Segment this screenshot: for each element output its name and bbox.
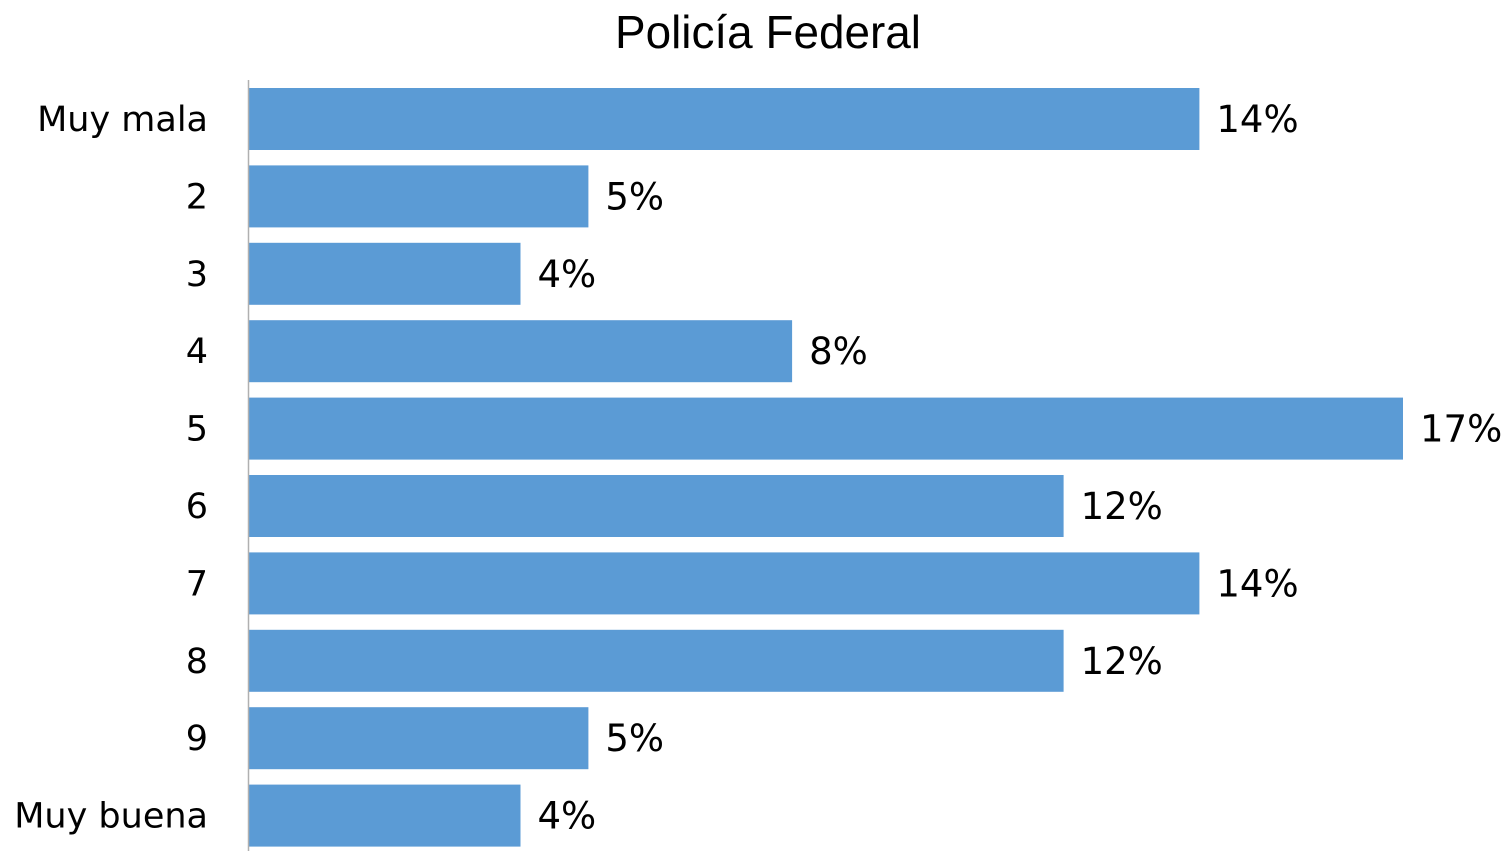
value-label-0: 14% (1216, 98, 1298, 141)
bar-2 (249, 242, 521, 305)
bar-7 (249, 629, 1064, 692)
value-label-8: 5% (605, 717, 664, 760)
bars-layer (249, 88, 1403, 847)
category-label-1: 2 (186, 177, 208, 217)
bar-8 (249, 707, 589, 770)
value-label-5: 12% (1081, 485, 1163, 528)
labels-layer: 14% Muy mala 5% 2 4% 3 8% 4 17% 5 12% 6 14% 7 12% 8 5% 9 4… (14, 98, 1502, 838)
category-label-3: 4 (186, 332, 208, 372)
category-label-4: 5 (186, 410, 208, 450)
bar-5 (249, 475, 1064, 537)
bar-6 (249, 552, 1200, 615)
category-label-5: 6 (186, 487, 208, 527)
category-label-2: 3 (186, 255, 208, 295)
category-label-6: 7 (186, 564, 208, 604)
value-label-9: 4% (538, 795, 597, 838)
category-label-0: Muy mala (37, 100, 208, 140)
value-label-1: 5% (605, 175, 664, 218)
bar-1 (249, 165, 589, 228)
chart-title: Policía Federal (615, 6, 921, 58)
bar-4 (249, 397, 1403, 460)
value-label-7: 12% (1081, 640, 1163, 683)
value-label-6: 14% (1216, 562, 1298, 605)
bar-3 (249, 320, 793, 383)
value-label-2: 4% (538, 253, 597, 296)
category-label-9: Muy buena (14, 797, 208, 837)
category-label-7: 8 (186, 642, 208, 682)
bar-0 (249, 88, 1200, 150)
value-label-3: 8% (809, 330, 868, 373)
bar-9 (249, 784, 521, 847)
category-label-8: 9 (186, 719, 208, 759)
value-label-4: 17% (1420, 408, 1502, 451)
